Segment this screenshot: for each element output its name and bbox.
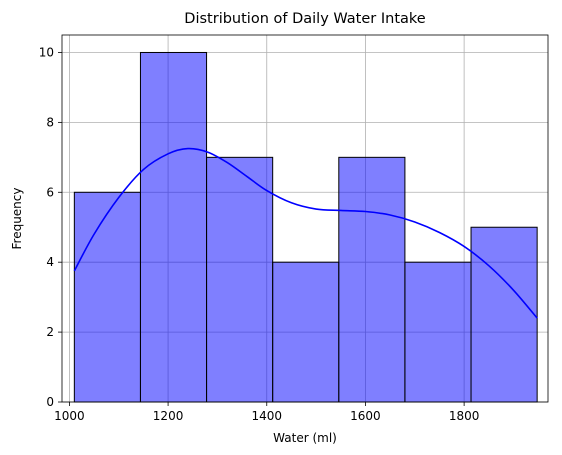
histogram-bar-4 xyxy=(338,156,406,403)
kde-curve xyxy=(73,147,538,319)
y-axis-label: Frequency xyxy=(10,188,24,250)
x-tick-label-0: 1000 xyxy=(54,409,85,423)
histogram-bar-5 xyxy=(404,261,472,403)
y-tick-label-4: 8 xyxy=(46,115,54,129)
plot-frame xyxy=(61,34,549,403)
x-tick-label-3: 1600 xyxy=(350,409,381,423)
histogram-bar-6 xyxy=(470,226,538,403)
kde-curve-layer xyxy=(73,147,538,319)
histogram-bar-0 xyxy=(73,191,141,403)
y-tick-label-1: 2 xyxy=(46,325,54,339)
x-tick-label-4: 1800 xyxy=(449,409,480,423)
chart-title: Distribution of Daily Water Intake xyxy=(184,11,425,27)
y-tick-label-0: 0 xyxy=(46,395,54,409)
y-tick-label-5: 10 xyxy=(39,45,54,59)
histogram-bar-2 xyxy=(206,156,274,403)
histogram-bar-3 xyxy=(272,261,340,403)
y-tick-label-2: 4 xyxy=(46,255,54,269)
axis-ticks: 1000 1200 1400 1600 1800 0 2 4 6 8 10 xyxy=(39,45,480,423)
y-tick-label-3: 6 xyxy=(46,185,54,199)
histogram-bar-1 xyxy=(139,51,208,403)
x-tick-label-2: 1400 xyxy=(251,409,282,423)
histogram-bars xyxy=(73,51,538,403)
x-tick-label-1: 1200 xyxy=(153,409,184,423)
x-axis-label: Water (ml) xyxy=(273,431,337,445)
